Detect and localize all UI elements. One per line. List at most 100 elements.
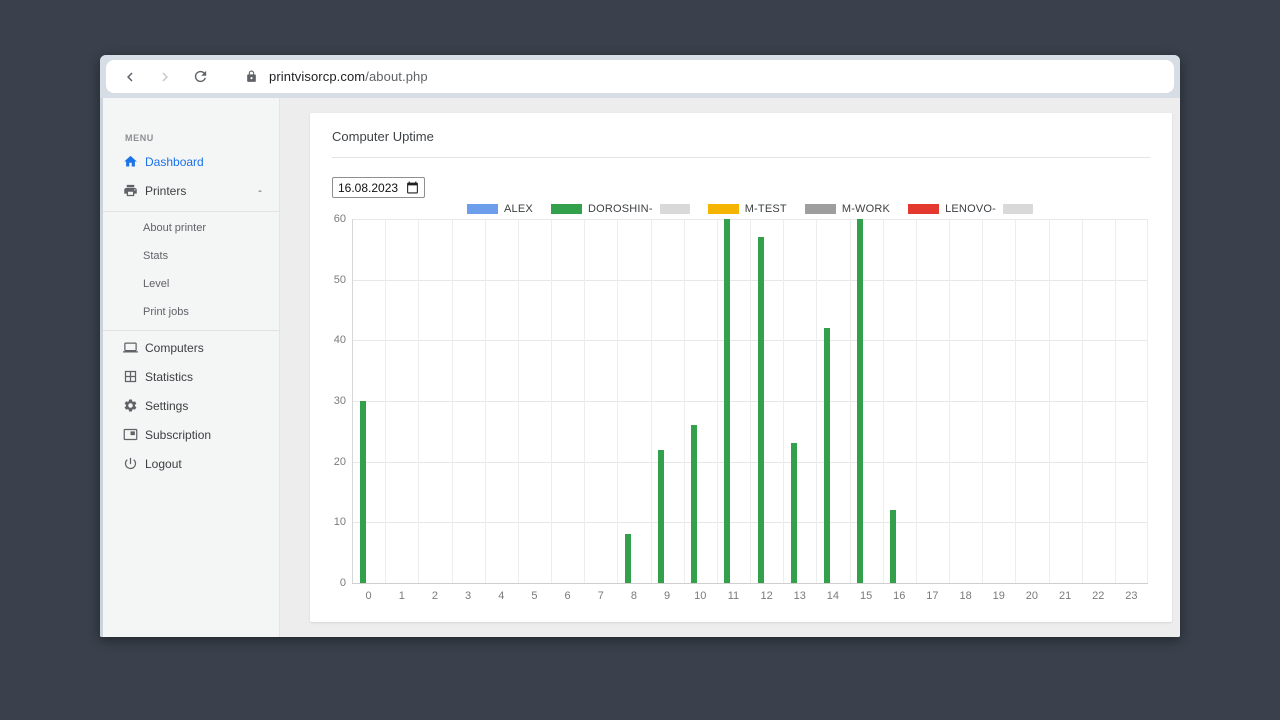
- grid-line-vertical: [982, 219, 984, 583]
- grid-line-vertical: [849, 219, 851, 583]
- grid-line-vertical: [750, 219, 751, 583]
- grid-line-vertical: [650, 219, 652, 583]
- grid-line-vertical: [352, 219, 353, 583]
- chart-body: 0 10 20 30 40 50 60: [332, 213, 1150, 589]
- home-icon: [123, 154, 138, 169]
- sidebar-item-label: Dashboard: [145, 154, 204, 169]
- x-tick-label: 3: [465, 590, 472, 602]
- legend-label: DOROSHIN-: [587, 202, 653, 215]
- x-tick-label: 4: [498, 590, 505, 602]
- calendar-icon[interactable]: [406, 181, 419, 194]
- sidebar-item-computers[interactable]: Computers: [103, 333, 279, 362]
- submenu-item-level[interactable]: Level: [143, 278, 170, 290]
- bar: [890, 510, 897, 583]
- x-tick-label: 11: [727, 590, 740, 602]
- sidebar-item-printers[interactable]: Printers: [103, 176, 279, 205]
- bar: [790, 443, 797, 583]
- sidebar-item-statistics[interactable]: Statistics: [103, 362, 279, 391]
- submenu-item-print-jobs[interactable]: Print jobs: [143, 306, 189, 318]
- grid-line-vertical: [816, 219, 818, 583]
- x-tick-label: 19: [992, 590, 1005, 602]
- grid-line-vertical: [716, 219, 718, 583]
- address-bar[interactable]: printvisorcp.com/about.php: [106, 60, 1174, 93]
- y-tick-label: 0: [339, 577, 346, 589]
- sidebar-item-logout[interactable]: Logout: [103, 449, 279, 478]
- grid-line-vertical: [484, 219, 486, 583]
- redacted-text: [1003, 203, 1033, 214]
- printers-submenu: About printer Stats Level Print jobs: [103, 211, 279, 331]
- printer-icon: [123, 183, 138, 198]
- grid-line-vertical: [1015, 219, 1017, 583]
- grid-line-vertical: [418, 219, 420, 583]
- browser-window: printvisorcp.com/about.php MENU Dashboar…: [100, 55, 1180, 637]
- sidebar: MENU Dashboard Printers About printer St…: [103, 98, 280, 637]
- x-tick-label: 13: [793, 590, 806, 602]
- legend-swatch: [707, 203, 739, 214]
- url-text[interactable]: printvisorcp.com/about.php: [269, 69, 428, 84]
- sidebar-item-label: Printers: [145, 183, 187, 198]
- grid-line-vertical: [882, 219, 884, 583]
- refresh-button[interactable]: [188, 65, 212, 89]
- legend-item: LENOVO-: [908, 203, 1033, 215]
- power-icon: [123, 456, 138, 471]
- chart-plot: [352, 219, 1148, 584]
- submenu-item-stats[interactable]: Stats: [143, 250, 169, 262]
- bar: [724, 219, 731, 583]
- forward-button[interactable]: [153, 65, 177, 89]
- uptime-card: Computer Uptime 16.08.2023 ALEX DOROSHIN-…: [310, 113, 1172, 622]
- back-arrow-icon: [127, 72, 133, 81]
- grid-line-vertical: [1114, 219, 1116, 583]
- legend-swatch: [908, 203, 940, 214]
- x-tick-label: 23: [1125, 590, 1138, 602]
- x-tick-label: 8: [630, 590, 637, 602]
- bar: [823, 328, 830, 583]
- grid-line-vertical: [551, 219, 552, 583]
- sidebar-item-label: Computers: [145, 340, 204, 355]
- legend-item: DOROSHIN-: [550, 202, 690, 215]
- date-input[interactable]: 16.08.2023: [332, 177, 425, 198]
- sidebar-item-label: Subscription: [145, 427, 212, 442]
- grid-line-vertical: [683, 219, 685, 583]
- forward-arrow-icon: [162, 72, 168, 81]
- chevron-up-icon: [255, 186, 265, 196]
- grid-line-vertical: [617, 219, 619, 583]
- main-content: Computer Uptime 16.08.2023 ALEX DOROSHIN-…: [280, 98, 1180, 637]
- x-tick-label: 2: [431, 590, 438, 602]
- url-path: /about.php: [365, 69, 428, 84]
- x-tick-label: 22: [1092, 590, 1105, 602]
- x-tick-label: 20: [1025, 590, 1039, 602]
- y-tick-label: 60: [333, 213, 346, 225]
- grid-line-vertical: [584, 219, 586, 583]
- legend-item: ALEX: [467, 203, 533, 215]
- legend-item: M-TEST: [707, 202, 787, 215]
- sidebar-item-label: Statistics: [145, 369, 194, 384]
- grid-line-vertical: [517, 219, 519, 583]
- x-tick-label: 16: [893, 590, 906, 602]
- laptop-icon: [123, 340, 138, 355]
- back-button[interactable]: [118, 65, 142, 89]
- grid-line-vertical: [1147, 219, 1148, 583]
- legend-label: M-WORK: [841, 202, 891, 215]
- grid-line-vertical: [949, 219, 950, 583]
- sidebar-item-settings[interactable]: Settings: [103, 391, 279, 420]
- chart-legend: ALEX DOROSHIN- M-TEST M-WORK LENOVO-: [352, 202, 1148, 215]
- refresh-icon: [194, 70, 206, 83]
- x-tick-label: 18: [959, 590, 972, 602]
- page-title: Computer Uptime: [332, 129, 434, 144]
- sidebar-item-dashboard[interactable]: Dashboard: [103, 147, 279, 176]
- x-tick-label: 15: [859, 590, 873, 602]
- y-tick-label: 50: [333, 273, 346, 286]
- subscription-card-icon: [123, 427, 138, 442]
- sidebar-item-subscription[interactable]: Subscription: [103, 420, 279, 449]
- legend-label: M-TEST: [744, 202, 787, 215]
- legend-swatch: [804, 203, 836, 214]
- y-tick-label: 10: [333, 516, 346, 529]
- x-axis-labels: 0 1 2 3 4 5 6 7 8 9 10 11 12 13 14 15 16 17 18 19 20 21 22 23: [352, 583, 1148, 602]
- x-tick-label: 6: [564, 590, 571, 602]
- submenu-item-about-printer[interactable]: About printer: [143, 222, 206, 234]
- y-tick-label: 30: [333, 395, 346, 407]
- lock-icon: [241, 67, 261, 87]
- sidebar-bottom-group: Computers Statistics Settings: [103, 331, 279, 478]
- x-tick-label: 5: [531, 590, 538, 602]
- grid-icon: [123, 369, 138, 384]
